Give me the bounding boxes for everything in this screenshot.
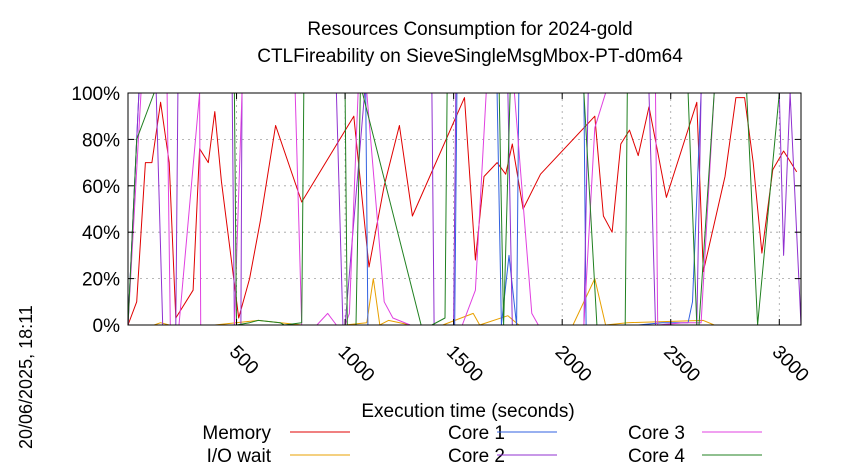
x-tick-label: 1000	[334, 342, 379, 387]
y-tick-label: 80%	[82, 130, 120, 151]
x-tick-label: 3000	[768, 342, 813, 387]
plot-frame	[127, 92, 802, 326]
legend-label-i-o-wait: I/O wait	[207, 446, 272, 467]
legend-label-core-4: Core 4	[628, 446, 685, 467]
chart-title-line-1: Resources Consumption for 2024-gold	[307, 19, 632, 40]
y-tick-label: 0%	[93, 316, 121, 337]
y-tick-label: 20%	[82, 270, 120, 291]
y-tick-label: 40%	[82, 223, 120, 244]
chart-title-line-2: CTLFireability on SieveSingleMsgMbox-PT-…	[257, 46, 683, 67]
legend-label-core-3: Core 3	[628, 423, 685, 444]
y-tick-label: 100%	[71, 84, 120, 105]
x-axis-label: Execution time (seconds)	[361, 401, 574, 422]
plot-series	[127, 92, 802, 326]
series-line-core-2	[127, 92, 802, 326]
y-tick-label: 60%	[82, 177, 120, 198]
timestamp: 20/06/2025, 18:11	[16, 305, 36, 449]
legend-label-core-2: Core 2	[448, 446, 505, 467]
x-tick-label: 2000	[551, 342, 596, 387]
x-tick-label: 500	[225, 342, 262, 379]
x-tick-label: 2500	[659, 342, 704, 387]
x-tick-label: 1500	[442, 342, 487, 387]
y-axis-ticks: 0% 20% 40% 60% 80% 100%	[71, 84, 801, 337]
legend-label-memory: Memory	[202, 423, 271, 444]
legend-label-core-1: Core 1	[448, 423, 505, 444]
